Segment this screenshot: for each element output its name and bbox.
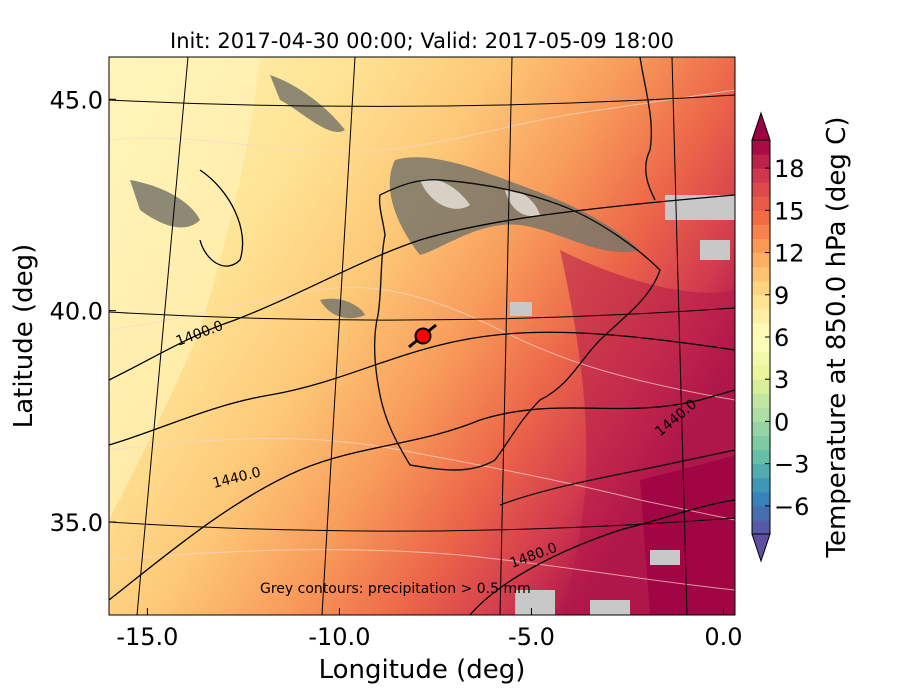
graticule: [109, 57, 735, 615]
colorbar-tick-label: 9: [774, 282, 789, 310]
geopotential-lines: [109, 169, 735, 615]
colorbar-segment: [752, 308, 770, 324]
colorbar-tick-label: 0: [774, 408, 789, 436]
colorbar-segment: [752, 477, 770, 493]
colorbar-segment: [752, 407, 770, 422]
precipitation-highlight: [420, 179, 540, 217]
x-axis-ticks: -15.0 -10.0 -5.0 0.0: [116, 608, 743, 651]
colorbar-segment: [752, 252, 770, 268]
colorbar-segment: [752, 449, 770, 465]
colorbar-segment: [752, 421, 770, 436]
x-tick-label: -10.0: [308, 623, 370, 651]
coastline: [373, 57, 735, 506]
y-axis-label: Latitude (deg): [9, 244, 39, 429]
colorbar-tick-label: 6: [774, 324, 789, 352]
location-marker: [408, 323, 437, 349]
colorbar-segment: [752, 168, 770, 183]
marker-dot: [414, 327, 432, 345]
y-axis-ticks: 35.0 40.0 45.0: [50, 86, 116, 537]
x-tick-label: 0.0: [704, 623, 742, 651]
colorbar-tick-label: 15: [774, 197, 805, 225]
colorbar-tick-label: 12: [774, 240, 805, 268]
colorbar-segment: [752, 140, 770, 155]
colorbar-extend-bottom: [751, 533, 771, 563]
colorbar-segment: [752, 435, 770, 451]
x-tick-label: -5.0: [508, 623, 555, 651]
colorbar-segment: [752, 505, 770, 521]
colorbar-segments: [752, 140, 770, 535]
temperature-field: [109, 57, 735, 615]
colorbar-tick-label: −3: [774, 451, 809, 479]
x-tick-label: -15.0: [116, 623, 178, 651]
precipitation-annotation: Grey contours: precipitation > 0.5 mm: [260, 581, 531, 597]
colorbar-segment: [752, 224, 770, 239]
colorbar-segment: [752, 519, 770, 535]
colorbar-segment: [752, 379, 770, 394]
colorbar-segment: [752, 491, 770, 507]
colorbar-segment: [752, 182, 770, 197]
colorbar-extend-top: [751, 111, 771, 141]
colorbar-segment: [752, 210, 770, 225]
colorbar-tick-label: 18: [774, 155, 805, 183]
colorbar-ticks: −6 −3 0 3 6 9 12 15 18: [765, 155, 809, 521]
colorbar-segment: [752, 365, 770, 380]
colorbar-segment: [752, 154, 770, 169]
y-tick-label: 40.0: [50, 298, 103, 326]
y-tick-label: 35.0: [50, 509, 103, 537]
colorbar-segment: [752, 238, 770, 254]
colorbar-segment: [752, 337, 770, 352]
colorbar: −6 −3 0 3 6 9 12 15 18 Temperature at 850.0 hPa …: [751, 111, 852, 563]
colorbar-segment: [752, 463, 770, 479]
plot-frame: [108, 56, 736, 616]
colorbar-segment: [752, 393, 770, 408]
chart-title: Init: 2017-04-30 00:00; Valid: 2017-05-0…: [170, 29, 674, 53]
colorbar-segment: [752, 266, 770, 282]
colorbar-segment: [752, 351, 770, 366]
colorbar-segment: [752, 322, 770, 338]
colorbar-segment: [752, 280, 770, 296]
colorbar-segment: [752, 196, 770, 211]
x-axis-label: Longitude (deg): [319, 655, 526, 685]
colorbar-label: Temperature at 850.0 hPa (deg C): [822, 117, 852, 559]
colorbar-tick-label: −6: [774, 493, 809, 521]
colorbar-tick-label: 3: [774, 366, 789, 394]
y-tick-label: 45.0: [50, 86, 103, 114]
colorbar-segment: [752, 294, 770, 310]
